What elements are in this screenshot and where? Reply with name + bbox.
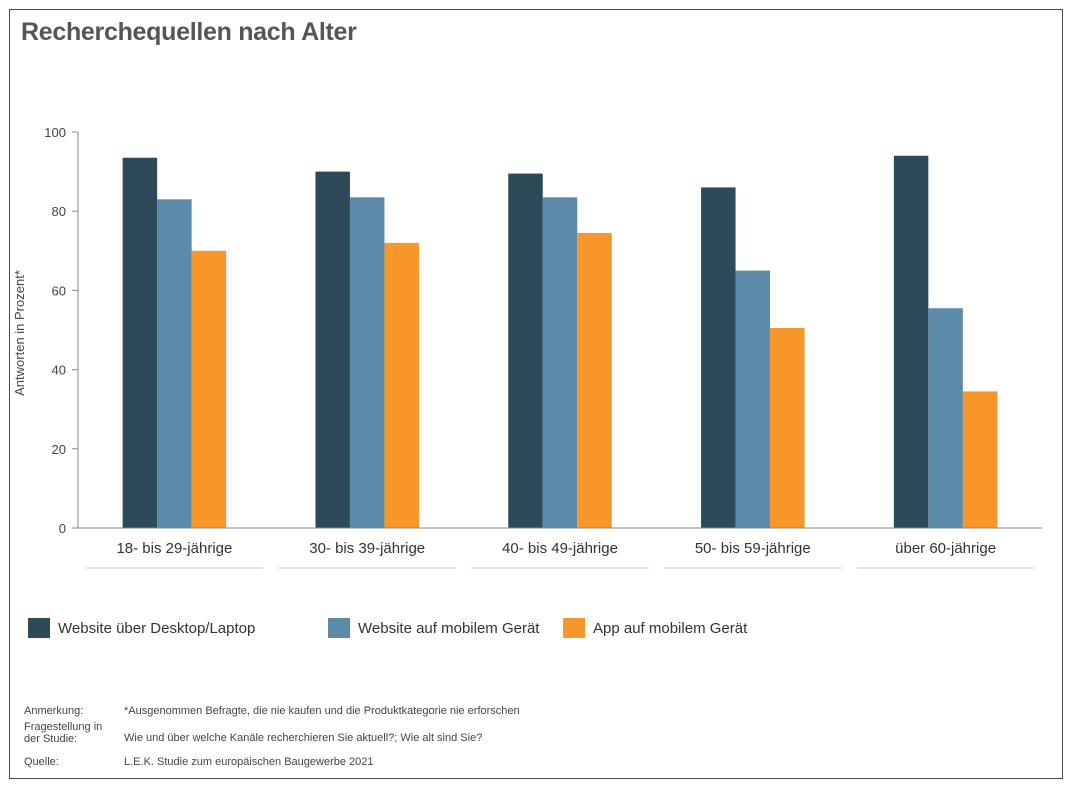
bar-mobile-web-3 [542, 197, 578, 528]
y-axis-label: Antworten in Prozent* [12, 270, 27, 396]
bar-desktop-5 [893, 155, 929, 528]
legend-item-mobile-web: Website auf mobilem Gerät [328, 618, 539, 638]
bar-app-5 [962, 391, 998, 528]
bar-desktop-2 [315, 171, 350, 528]
bar-app-2 [384, 242, 419, 528]
x-axis: 18- bis 29-jährige 30- bis 39-jährige 40- … [78, 527, 1042, 569]
y-tick-label: 40 [52, 363, 66, 378]
chart-title: Recherchequellen nach Alter [21, 18, 357, 46]
bar-chart: 0 20 40 60 80 100 18- bis 29-jährige 30- bis 3… [12, 125, 1042, 569]
note-label-question: Fragestellung in der Studie: [24, 721, 103, 745]
y-tick-label: 0 [59, 521, 66, 536]
legend-label-desktop: Website über Desktop/Laptop [58, 619, 256, 637]
bar-mobile-web-4 [735, 270, 771, 528]
x-tick-label: 40- bis 49-jährige [502, 540, 618, 557]
bar-desktop-3 [508, 173, 543, 528]
legend-swatch-mobile-web [328, 618, 350, 638]
bar-mobile-web-5 [928, 308, 963, 528]
x-tick-label: 50- bis 59-jährige [695, 540, 811, 557]
bar-desktop-4 [701, 187, 736, 528]
bar-desktop-1 [122, 157, 158, 529]
x-tick-label: 18- bis 29-jährige [116, 540, 232, 557]
legend-label-mobile-web: Website auf mobilem Gerät [358, 619, 540, 637]
bar-app-1 [191, 250, 227, 529]
note-label-source: Quelle: [24, 756, 59, 768]
note-text-question: Wie und über welche Kanäle recherchieren… [124, 732, 483, 744]
bar-mobile-web-2 [349, 197, 385, 528]
note-text-source: L.E.K. Studie zum europäischen Baugewerb… [124, 756, 374, 768]
note-label-remark: Anmerkung: [24, 705, 84, 717]
y-tick-label: 20 [52, 442, 66, 457]
y-tick-label: 100 [44, 125, 66, 140]
legend-item-desktop: Website über Desktop/Laptop [28, 618, 255, 638]
x-tick-label: 30- bis 39-jährige [309, 540, 425, 557]
legend-swatch-desktop [28, 618, 50, 638]
bar-app-4 [770, 328, 805, 528]
y-tick-label: 60 [52, 283, 66, 298]
y-tick-label: 80 [52, 204, 66, 219]
x-tick-label: über 60-jährige [895, 540, 996, 557]
bar-mobile-web-1 [157, 199, 192, 528]
legend-swatch-app [563, 618, 585, 638]
note-text-remark: *Ausgenommen Befragte, die nie kaufen un… [124, 705, 520, 717]
legend: Website über Desktop/Laptop Website auf … [28, 618, 1028, 642]
legend-item-app: App auf mobilem Gerät [563, 618, 747, 638]
bar-app-3 [577, 232, 612, 529]
bars [122, 155, 998, 529]
legend-label-app: App auf mobilem Gerät [593, 619, 748, 637]
y-axis: 0 20 40 60 80 100 [44, 125, 79, 536]
